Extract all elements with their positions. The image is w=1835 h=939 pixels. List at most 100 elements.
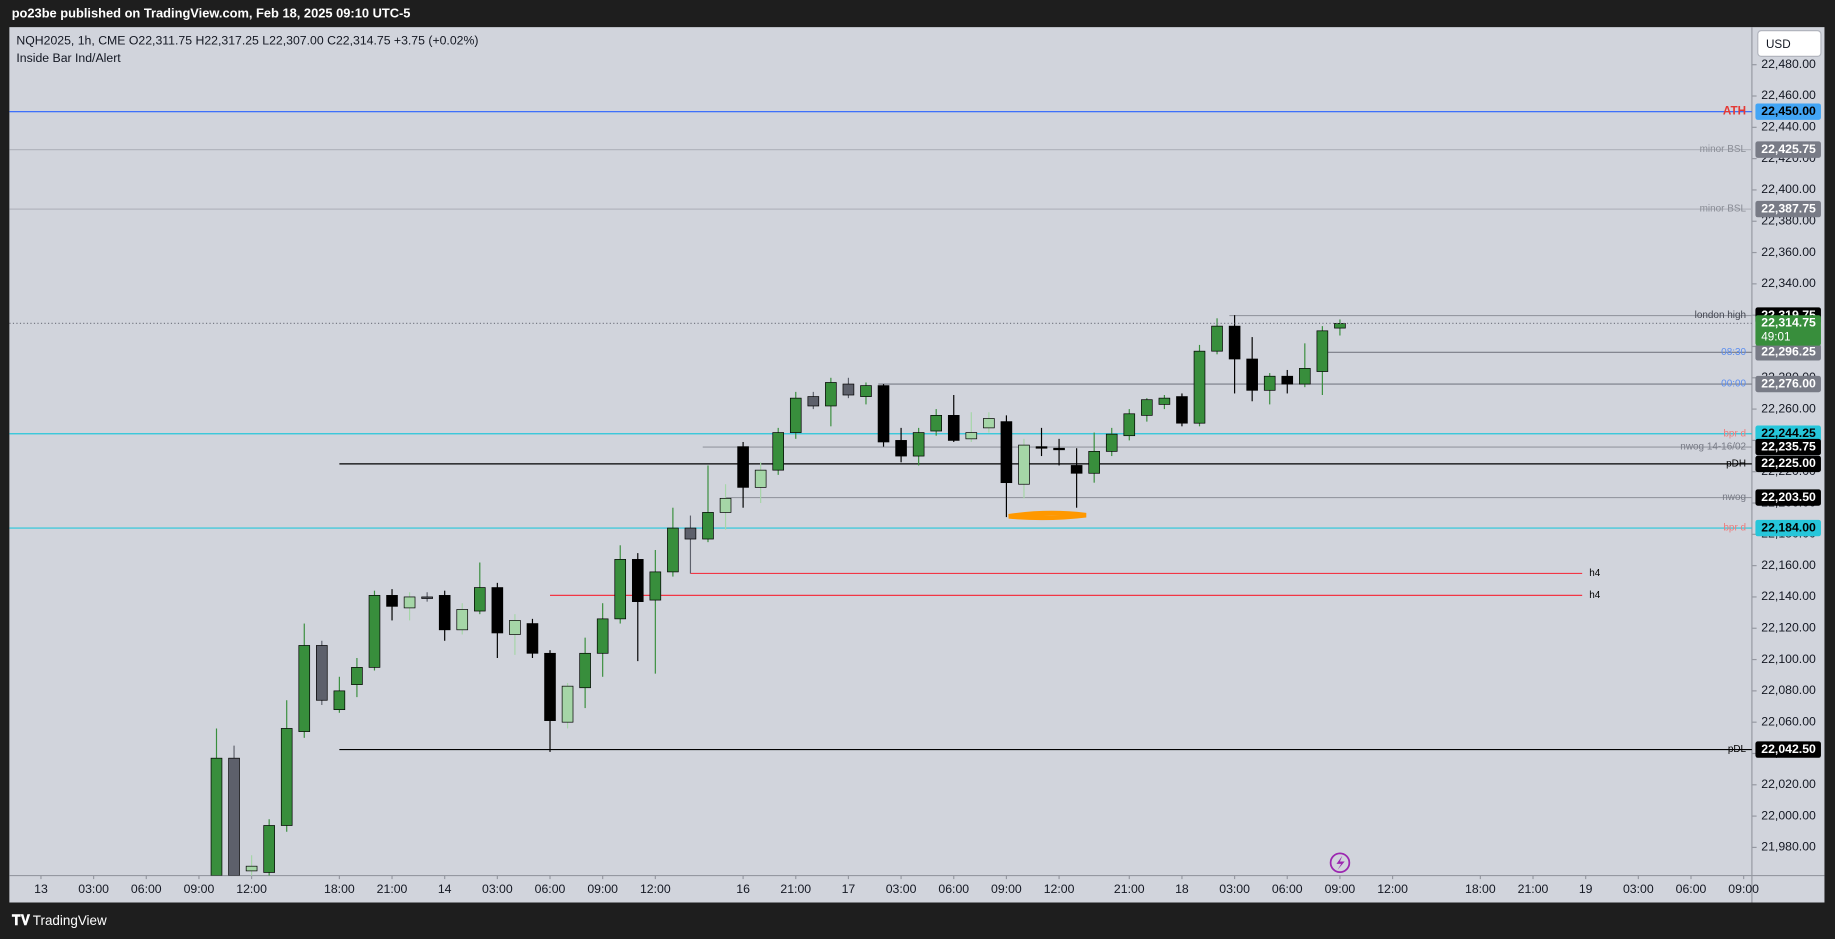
candle-body	[298, 645, 311, 732]
candle-body	[403, 596, 416, 609]
candle-body	[1246, 358, 1258, 391]
candle-body	[649, 571, 662, 601]
price-tag	[1755, 375, 1821, 393]
candle-body	[772, 432, 785, 471]
candle-body	[228, 757, 240, 876]
y-tick-label: 22,120.00	[1761, 621, 1816, 635]
axes: 22,480.0022,460.0022,440.0022,420.0022,4…	[34, 57, 1821, 896]
x-tick-label: 17	[842, 882, 856, 896]
y-tick-label: 22,160.00	[1761, 558, 1816, 572]
candle-body	[316, 645, 328, 701]
candle-body	[1070, 465, 1083, 474]
x-tick-label: 19	[1579, 882, 1593, 896]
logo: 𝐓𝐕	[12, 912, 31, 928]
x-tick-label: 09:00	[1325, 882, 1356, 896]
candle-body	[684, 527, 697, 540]
price-tag-label: 22,042.50	[1761, 742, 1816, 756]
candle-body	[947, 415, 960, 441]
price-tag	[1755, 344, 1821, 361]
level-label: 08:30	[1721, 347, 1746, 358]
candle-body	[561, 685, 574, 723]
candle-body	[614, 559, 627, 620]
price-tag	[1755, 438, 1821, 456]
candle-body	[860, 385, 872, 397]
candle-body	[245, 865, 258, 872]
x-tick-label: 03:00	[482, 882, 513, 896]
level-label: bpr d	[1723, 523, 1746, 534]
candle-body	[667, 527, 679, 573]
currency: USD	[1766, 38, 1791, 51]
plot-area: ATH minor BSL minor BSL london high 08:30 00:…	[9, 105, 1752, 876]
candle-body	[842, 383, 855, 396]
x-tick-label: 21:00	[780, 882, 811, 896]
candle-body	[1105, 433, 1118, 452]
y-tick-label: 22,400.00	[1761, 182, 1816, 196]
candle-body	[526, 623, 539, 654]
x-tick-label: 12:00	[1044, 882, 1075, 896]
candle-body	[456, 609, 469, 631]
x-tick-label: 16	[736, 882, 750, 896]
x-tick-label: 12:00	[640, 882, 671, 896]
y-tick-label: 21,980.00	[1761, 840, 1816, 854]
x-tick-label: 12:00	[1377, 882, 1408, 896]
candle-body	[421, 596, 433, 599]
candle-body	[930, 415, 942, 432]
price-tag-label: 22,450.00	[1761, 104, 1816, 118]
currency-box[interactable]	[1757, 30, 1822, 57]
candle-body	[210, 757, 223, 876]
candle-body	[1158, 397, 1171, 405]
event-icon[interactable]	[1329, 852, 1351, 873]
candle-body	[1053, 447, 1065, 451]
price-tag	[1755, 315, 1821, 346]
x-tick-label: 06:00	[131, 882, 162, 896]
price-tag-label: 22,184.00	[1761, 520, 1816, 534]
x-tick-label: 09:00	[1728, 882, 1759, 896]
candle-body	[1334, 323, 1346, 329]
x-tick-label: 06:00	[535, 882, 566, 896]
price-tag-label: 22,276.00	[1761, 376, 1816, 390]
level-label: 00:00	[1721, 379, 1746, 390]
candle-body	[368, 595, 381, 668]
x-tick-label: 21:00	[1114, 882, 1145, 896]
candle-body	[386, 595, 398, 607]
x-tick-label: 03:00	[1219, 882, 1250, 896]
price-tag	[1755, 455, 1821, 473]
y-tick-label: 22,000.00	[1761, 808, 1816, 822]
candle-body	[280, 728, 293, 826]
level-label: london high	[1695, 310, 1746, 321]
y-tick-label: 22,460.00	[1761, 88, 1816, 102]
level-label: bpr d	[1723, 428, 1746, 439]
candle-body	[509, 620, 521, 635]
price-tag-label: 22,296.25	[1761, 345, 1816, 359]
candle-body	[912, 432, 925, 457]
price-tag	[1755, 103, 1821, 120]
event-icon-bolt	[1336, 855, 1345, 870]
level-label: nwog	[1722, 492, 1746, 503]
x-tick-label: 03:00	[1623, 882, 1654, 896]
candle-body	[1141, 399, 1153, 416]
x-tick-label: 14	[438, 882, 452, 896]
price-tag	[1755, 741, 1821, 758]
level-label: minor BSL	[1700, 204, 1747, 215]
candle-body	[965, 432, 978, 440]
legend: NQH2025, 1h, CME O22,311.75 H22,317.25 L…	[16, 33, 478, 47]
price-tag	[1755, 489, 1821, 506]
y-tick-label: 22,100.00	[1761, 652, 1816, 666]
candle-body	[1316, 330, 1329, 372]
x-tick-label: 06:00	[1676, 882, 1707, 896]
level-label: minor BSL	[1700, 144, 1747, 155]
candle-body	[333, 690, 346, 711]
candle-body	[1263, 375, 1276, 391]
x-tick-label: 18:00	[1465, 882, 1496, 896]
y-tick-label: 22,480.00	[1761, 57, 1816, 71]
chart-background	[9, 27, 1825, 903]
candle-body	[754, 469, 767, 488]
candle-body	[1018, 444, 1030, 485]
brand: TradingView	[33, 913, 107, 928]
price-tag	[1755, 519, 1821, 537]
y-tick-label: 22,020.00	[1761, 777, 1816, 791]
level-label: h4	[1589, 590, 1601, 601]
price-tag-label: 22,425.75	[1761, 142, 1816, 156]
y-tick-label: 22,340.00	[1761, 276, 1816, 290]
candle-body	[877, 385, 890, 443]
